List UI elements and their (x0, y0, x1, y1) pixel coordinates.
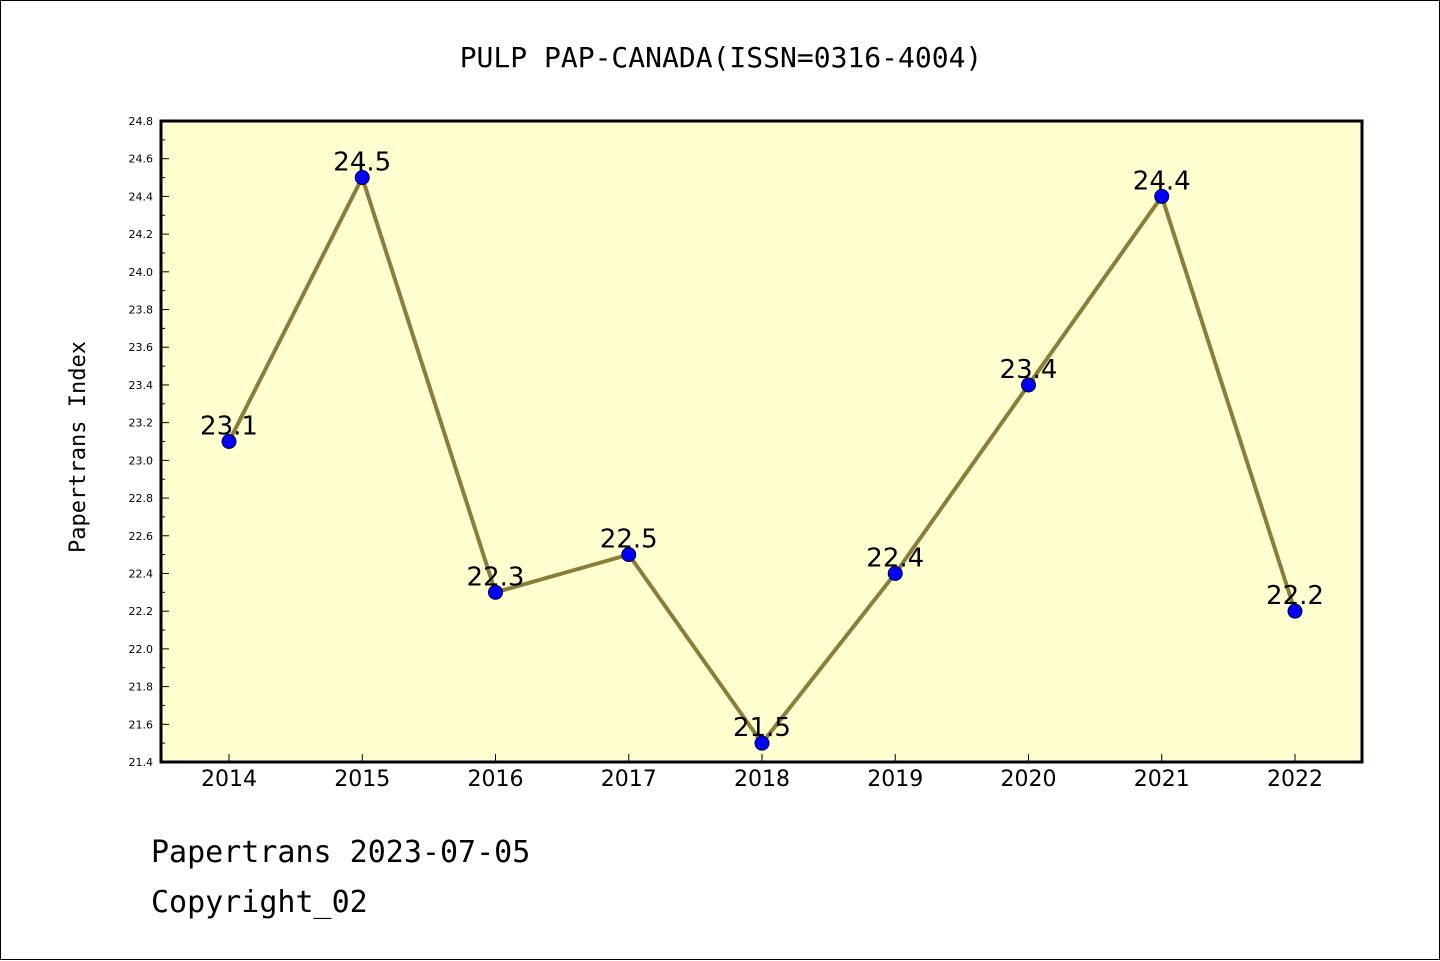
y-tick-label: 24.0 (129, 266, 154, 279)
y-tick-label: 22.4 (129, 567, 154, 580)
data-point (1021, 377, 1036, 393)
y-tick-label: 22.2 (129, 605, 154, 618)
axis-ticks: 21.4 21.6 21.8 22.0 22.2 22.4 22.6 22.8 23.0 23.2… (129, 115, 1324, 792)
data-point (754, 735, 770, 751)
y-tick-label: 22.8 (129, 492, 154, 505)
chart-title: PULP PAP-CANADA(ISSN=0316-4004) (460, 41, 983, 74)
data-point (221, 434, 237, 449)
y-tick-label: 23.0 (129, 454, 154, 467)
y-tick-label: 21.8 (129, 681, 154, 694)
data-point (621, 547, 637, 563)
y-tick-label: 24.2 (129, 228, 154, 241)
data-label: 22.3 (467, 562, 525, 592)
data-label: 22.4 (866, 543, 924, 573)
data-label: 23.1 (200, 412, 258, 442)
data-label: 22.2 (1266, 581, 1324, 611)
plot-border (159, 119, 1364, 764)
data-point (1154, 188, 1170, 204)
data-point (488, 584, 503, 600)
data-point (354, 170, 370, 186)
y-tick-label: 22.6 (129, 530, 154, 543)
x-tick-label: 2017 (601, 767, 657, 792)
x-tick-label: 2019 (867, 767, 923, 792)
x-tick-label: 2016 (468, 767, 524, 792)
y-tick-label: 21.6 (129, 718, 154, 731)
data-point (1287, 603, 1303, 619)
x-tick-label: 2022 (1267, 767, 1323, 792)
data-label: 22.5 (600, 525, 658, 555)
footer-copyright-text: Copyright_02 (151, 885, 368, 920)
series-layer: 23.1 24.5 22.3 22.5 21.5 22.4 23.4 24.4 22.2 (200, 148, 1324, 751)
footer-date-text: Papertrans 2023-07-05 (151, 835, 531, 870)
x-tick-label: 2018 (734, 767, 790, 792)
data-label: 23.4 (1000, 355, 1058, 385)
x-tick-label: 2021 (1134, 767, 1190, 792)
data-label: 21.5 (733, 713, 791, 743)
x-tick-label: 2020 (1001, 767, 1057, 792)
y-tick-label: 22.0 (129, 643, 154, 656)
data-label: 24.4 (1133, 166, 1191, 196)
y-tick-label: 23.4 (129, 379, 154, 392)
data-label: 24.5 (333, 148, 391, 178)
x-tick-label: 2014 (201, 767, 257, 792)
y-tick-label: 23.2 (129, 417, 154, 430)
data-point (887, 565, 903, 581)
y-tick-label: 24.4 (129, 190, 154, 203)
y-tick-label: 24.6 (129, 153, 154, 166)
y-tick-label: 21.4 (129, 756, 154, 769)
y-tick-label: 24.8 (129, 115, 154, 128)
y-tick-label: 23.8 (129, 304, 154, 317)
plot-area (161, 121, 1362, 762)
y-axis-label: Papertrans Index (66, 341, 91, 553)
x-tick-label: 2015 (334, 767, 390, 792)
y-tick-label: 23.6 (129, 341, 154, 354)
